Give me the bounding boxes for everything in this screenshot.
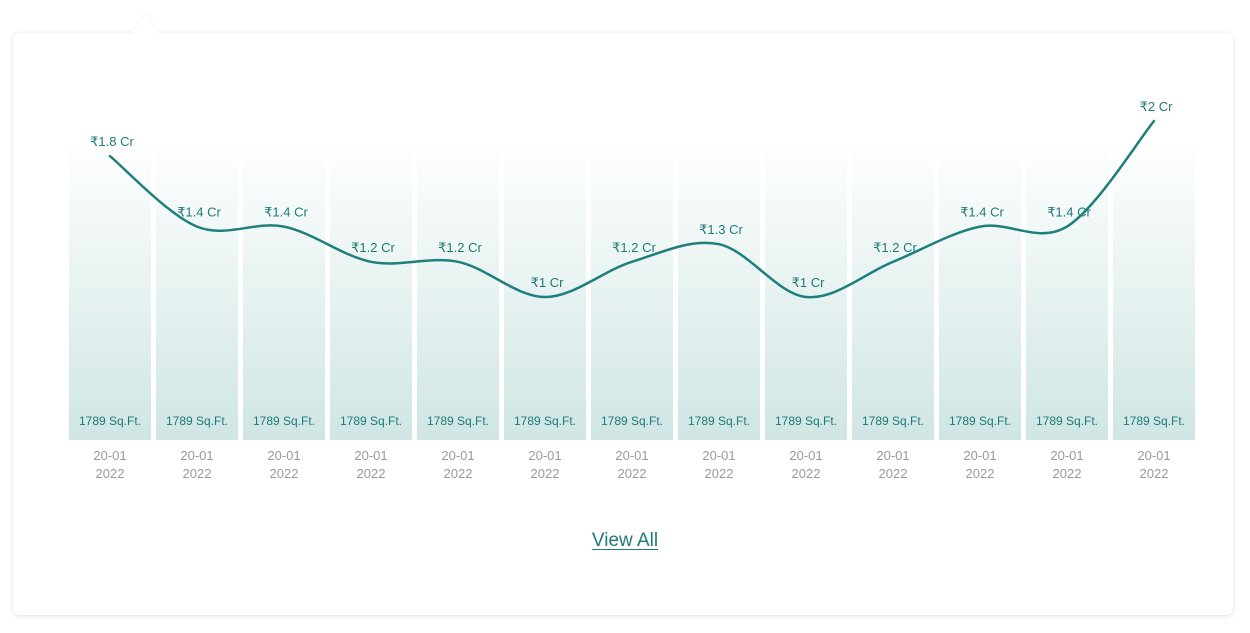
bar-column [243, 140, 325, 440]
data-value-label: ₹1.4 Cr [264, 205, 308, 220]
data-value-label: ₹1.3 Cr [699, 222, 743, 237]
view-all-link[interactable]: View All [591, 530, 659, 551]
view-all-container: View All [0, 530, 1250, 552]
bar-area-label: 1789 Sq.Ft. [166, 414, 228, 428]
bar-area-label: 1789 Sq.Ft. [340, 414, 402, 428]
data-value-label: ₹1.2 Cr [873, 240, 917, 255]
bar-column [1113, 140, 1195, 440]
x-tick-label-date: 20-01 [441, 448, 474, 463]
x-tick-label-year: 2022 [444, 466, 473, 481]
bar-column [591, 140, 673, 440]
bar-column [678, 140, 760, 440]
bar-area-label: 1789 Sq.Ft. [1123, 414, 1185, 428]
x-tick-label-date: 20-01 [1050, 448, 1083, 463]
x-tick-label-date: 20-01 [789, 448, 822, 463]
data-value-label: ₹1.2 Cr [612, 240, 656, 255]
x-tick-label-date: 20-01 [963, 448, 996, 463]
x-tick-label-date: 20-01 [615, 448, 648, 463]
x-tick-label-year: 2022 [96, 466, 125, 481]
x-tick-label-year: 2022 [792, 466, 821, 481]
bar-column [765, 140, 847, 440]
bar-area-label: 1789 Sq.Ft. [688, 414, 750, 428]
bar-column [417, 140, 499, 440]
data-value-label: ₹1 Cr [531, 275, 565, 290]
x-tick-label-date: 20-01 [354, 448, 387, 463]
bar-area-label: 1789 Sq.Ft. [253, 414, 315, 428]
data-value-label: ₹2 Cr [1140, 99, 1174, 114]
x-tick-label-year: 2022 [879, 466, 908, 481]
data-value-label: ₹1.4 Cr [960, 205, 1004, 220]
price-series-line [108, 119, 1156, 299]
data-value-label: ₹1 Cr [792, 275, 826, 290]
x-tick-label-date: 20-01 [1137, 448, 1170, 463]
data-value-label: ₹1.8 Cr [90, 134, 134, 149]
labels-layer: 1789 Sq.Ft. 20-01 2022 1789 Sq.Ft. 20-01 2022… [79, 99, 1185, 481]
bar-area-label: 1789 Sq.Ft. [601, 414, 663, 428]
x-tick-label-year: 2022 [270, 466, 299, 481]
x-tick-label-year: 2022 [966, 466, 995, 481]
bar-column [852, 140, 934, 440]
data-value-label: ₹1.2 Cr [438, 240, 482, 255]
bar-area-label: 1789 Sq.Ft. [1036, 414, 1098, 428]
x-tick-label-year: 2022 [618, 466, 647, 481]
bar-area-label: 1789 Sq.Ft. [514, 414, 576, 428]
x-tick-label-year: 2022 [357, 466, 386, 481]
x-tick-label-date: 20-01 [528, 448, 561, 463]
bar-area-label: 1789 Sq.Ft. [427, 414, 489, 428]
data-value-label: ₹1.4 Cr [177, 205, 221, 220]
bar-column [330, 140, 412, 440]
x-tick-label-date: 20-01 [876, 448, 909, 463]
x-tick-label-year: 2022 [705, 466, 734, 481]
x-tick-label-year: 2022 [1140, 466, 1169, 481]
bar-column [69, 140, 151, 440]
line-layer [108, 119, 1156, 299]
bar-column [156, 140, 238, 440]
data-value-label: ₹1.4 Cr [1047, 205, 1091, 220]
bar-area-label: 1789 Sq.Ft. [949, 414, 1011, 428]
x-tick-label-date: 20-01 [180, 448, 213, 463]
bars-layer [69, 140, 1195, 440]
bar-area-label: 1789 Sq.Ft. [775, 414, 837, 428]
bar-column [939, 140, 1021, 440]
data-value-label: ₹1.2 Cr [351, 240, 395, 255]
bar-area-label: 1789 Sq.Ft. [862, 414, 924, 428]
x-tick-label-year: 2022 [1053, 466, 1082, 481]
bar-column [1026, 140, 1108, 440]
x-tick-label-date: 20-01 [93, 448, 126, 463]
x-tick-label-year: 2022 [183, 466, 212, 481]
x-tick-label-year: 2022 [531, 466, 560, 481]
x-tick-label-date: 20-01 [267, 448, 300, 463]
x-tick-label-date: 20-01 [702, 448, 735, 463]
tooltip-pointer [131, 14, 159, 33]
bar-area-label: 1789 Sq.Ft. [79, 414, 141, 428]
